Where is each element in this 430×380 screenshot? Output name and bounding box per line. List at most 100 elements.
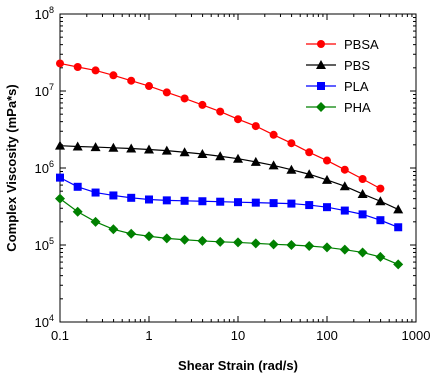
- legend-label-pbs: PBS: [344, 58, 370, 73]
- x-axis-title: Shear Strain (rad/s): [178, 358, 298, 373]
- data-point-pbsa: [323, 156, 331, 165]
- y-axis-title: Complex Viscosity (mPa*s): [4, 84, 19, 251]
- data-point-pbs: [357, 188, 368, 198]
- data-point-pbs: [215, 151, 226, 161]
- data-point-pla: [394, 223, 403, 232]
- data-point-pla: [216, 197, 225, 206]
- data-point-pbsa: [340, 165, 349, 174]
- plot-area: [59, 13, 417, 323]
- data-point-pbs: [55, 140, 65, 150]
- y-tick-label: 104: [35, 313, 54, 330]
- x-tick-label: 1: [145, 328, 152, 343]
- x-tick-label: 0.1: [51, 328, 69, 343]
- data-point-pla: [269, 199, 278, 208]
- legend-marker-pha: [316, 102, 326, 112]
- x-tick-label: 10: [231, 328, 245, 343]
- data-point-pla: [56, 173, 64, 182]
- data-point-pha: [90, 216, 101, 227]
- y-tick-label: 107: [35, 82, 54, 99]
- data-point-pla: [198, 197, 207, 206]
- data-point-pbs: [144, 144, 154, 154]
- data-point-pbsa: [73, 62, 82, 71]
- data-point-pha: [304, 241, 315, 252]
- data-point-pla: [358, 210, 367, 219]
- series-pbsa: [56, 59, 385, 193]
- y-tick-label: 105: [35, 236, 54, 253]
- data-point-pla: [180, 196, 189, 205]
- data-point-pbsa: [287, 139, 296, 148]
- data-point-pha: [197, 235, 208, 246]
- data-point-pbs: [322, 174, 332, 184]
- legend-label-pha: PHA: [344, 100, 371, 115]
- data-point-pha: [179, 234, 190, 245]
- data-point-pbs: [179, 147, 190, 157]
- y-tick-label: 106: [35, 159, 54, 176]
- data-point-pbs: [250, 156, 261, 166]
- data-point-pbs: [304, 169, 315, 179]
- series-pla: [56, 173, 403, 232]
- legend-item-pbsa: PBSA: [306, 37, 379, 52]
- data-point-pbsa: [358, 174, 367, 183]
- legend-label-pla: PLA: [344, 79, 369, 94]
- data-point-pha: [233, 237, 243, 248]
- data-point-pbs: [268, 160, 279, 170]
- data-point-pbsa: [145, 82, 153, 91]
- data-point-pla: [162, 196, 171, 205]
- data-point-pla: [323, 203, 331, 212]
- data-point-pha: [55, 193, 65, 204]
- legend-item-pha: PHA: [306, 100, 371, 115]
- data-point-pla: [340, 206, 349, 215]
- data-point-pha: [126, 228, 137, 239]
- data-point-pbs: [339, 181, 350, 191]
- data-point-pbs: [72, 141, 83, 151]
- legend: PBSA PBS PLA PHA: [306, 37, 379, 115]
- data-point-pla: [127, 193, 136, 202]
- data-point-pla: [73, 182, 82, 191]
- data-point-pla: [234, 198, 242, 207]
- data-point-pbs: [375, 196, 386, 206]
- data-point-pha: [357, 247, 368, 258]
- data-point-pha: [250, 238, 261, 249]
- data-point-pbsa: [198, 100, 207, 109]
- data-point-pha: [393, 259, 404, 270]
- series-pbs: [55, 140, 404, 214]
- data-point-pha: [322, 242, 332, 253]
- data-point-pbsa: [162, 88, 171, 97]
- data-point-pbs: [161, 145, 172, 155]
- data-point-pbs: [286, 164, 297, 174]
- data-point-pbsa: [251, 122, 260, 131]
- data-point-pbsa: [234, 115, 242, 124]
- data-point-pbsa: [269, 130, 278, 139]
- series-line-pbs: [59, 145, 399, 210]
- data-point-pbsa: [91, 66, 100, 75]
- series-layer: [55, 59, 404, 270]
- data-point-pha: [161, 233, 172, 244]
- axis-ticks: 0.1 1 10 100 1000 104 105 106 107 108: [35, 5, 430, 343]
- data-point-pbsa: [376, 184, 385, 193]
- data-point-pla: [376, 216, 385, 225]
- x-tick-label: 100: [316, 328, 338, 343]
- data-point-pbsa: [127, 76, 136, 85]
- x-tick-label: 1000: [402, 328, 430, 343]
- data-point-pla: [287, 199, 296, 208]
- series-pha: [55, 193, 404, 270]
- data-point-pha: [108, 224, 119, 235]
- data-point-pla: [251, 198, 260, 207]
- data-point-pha: [268, 239, 279, 250]
- data-point-pla: [109, 191, 118, 200]
- data-point-pbs: [108, 142, 119, 152]
- data-point-pha: [375, 251, 386, 262]
- legend-marker-pla: [317, 82, 325, 90]
- data-point-pbsa: [216, 107, 225, 116]
- data-point-pla: [145, 195, 153, 204]
- data-point-pbs: [197, 148, 208, 158]
- data-point-pha: [215, 236, 226, 247]
- data-point-pbsa: [305, 148, 314, 157]
- legend-item-pla: PLA: [306, 79, 369, 94]
- data-point-pha: [72, 206, 83, 217]
- legend-item-pbs: PBS: [306, 58, 370, 73]
- data-point-pla: [305, 201, 314, 210]
- y-tick-label: 108: [35, 5, 54, 22]
- data-point-pbsa: [109, 71, 118, 80]
